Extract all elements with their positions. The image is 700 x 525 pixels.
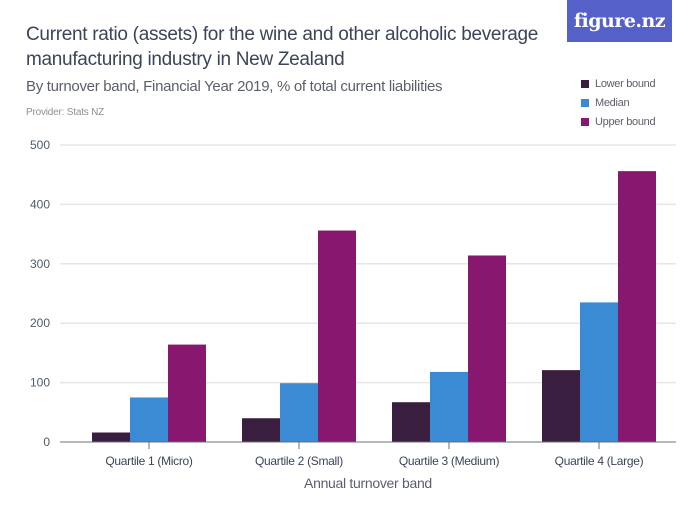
x-axis-ticks: Quartile 1 (Micro) Quartile 2 (Small) Quar…: [105, 442, 644, 468]
bar-upper-bound[interactable]: [318, 230, 356, 442]
legend-item-lower-bound: Lower bound: [581, 74, 656, 93]
bar-upper-bound[interactable]: [618, 171, 656, 443]
x-tick-label: Quartile 2 (Small): [255, 454, 343, 468]
legend: Lower bound Median Upper bound: [581, 74, 656, 131]
chart-title: Current ratio (assets) for the wine and …: [26, 24, 539, 70]
bar-lower-bound[interactable]: [392, 402, 430, 442]
y-tick-label: 0: [43, 435, 50, 449]
y-tick-label: 500: [30, 138, 50, 152]
chart-subtitle: By turnover band, Financial Year 2019, %…: [26, 78, 443, 95]
bar-lower-bound[interactable]: [542, 370, 580, 442]
legend-label: Median: [595, 96, 630, 109]
legend-item-median: Median: [581, 93, 655, 112]
legend-label: Lower bound: [595, 77, 656, 90]
legend-swatch-upper-bound: [581, 117, 589, 126]
y-tick-label: 300: [30, 257, 50, 271]
bar-median[interactable]: [130, 397, 168, 442]
bar-lower-bound[interactable]: [92, 432, 130, 442]
y-tick-label: 400: [30, 197, 50, 211]
bar-upper-bound[interactable]: [468, 255, 506, 442]
bar-lower-bound[interactable]: [242, 418, 280, 442]
y-tick-label: 200: [30, 316, 50, 330]
x-tick-label: Quartile 4 (Large): [555, 454, 644, 468]
legend-item-upper-bound: Upper bound: [581, 112, 656, 131]
x-tick-label: Quartile 1 (Micro): [105, 454, 193, 468]
provider-label: Provider: Stats NZ: [26, 107, 105, 118]
x-tick-label: Quartile 3 (Medium): [399, 454, 500, 468]
bar-median[interactable]: [280, 383, 318, 442]
legend-swatch-lower-bound: [581, 79, 589, 88]
x-axis-title: Annual turnover band: [304, 475, 432, 491]
legend-swatch-median: [581, 98, 589, 107]
legend-label: Upper bound: [595, 115, 656, 128]
bar-upper-bound[interactable]: [168, 344, 206, 442]
y-tick-label: 100: [30, 376, 50, 390]
bar-median[interactable]: [580, 302, 618, 442]
logo-text: figure.nz: [573, 10, 666, 32]
bars: [92, 171, 656, 443]
y-axis-ticks: 0 100 200 300 400 500: [30, 138, 50, 449]
figure-nz-logo[interactable]: figure.nz: [567, 0, 672, 42]
bar-median[interactable]: [430, 371, 468, 442]
